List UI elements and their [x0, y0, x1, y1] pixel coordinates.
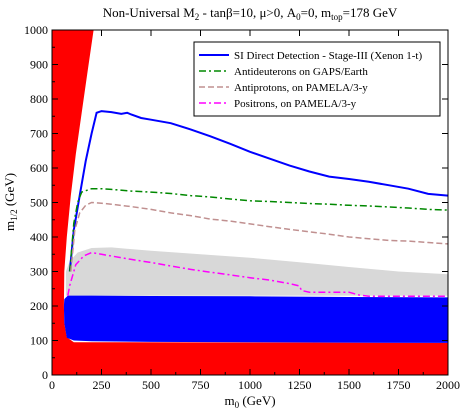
x-tick-label: 250 [93, 378, 111, 392]
series-line-0 [68, 110, 448, 272]
y-tick-label: 900 [30, 58, 48, 72]
x-tick-label: 0 [49, 378, 55, 392]
y-tick-label: 300 [30, 265, 48, 279]
y-tick-label: 100 [30, 334, 48, 348]
x-tick-label: 750 [192, 378, 210, 392]
region-blue-band [63, 295, 448, 343]
legend-label-1: Antideuterons on GAPS/Earth [234, 66, 368, 78]
legend-box [193, 41, 441, 117]
x-tick-label: 500 [142, 378, 160, 392]
y-tick-label: 0 [42, 368, 48, 382]
y-tick-label: 600 [30, 161, 48, 175]
series-line-3 [67, 251, 448, 298]
y-tick-label: 700 [30, 127, 48, 141]
x-tick-label: 2000 [436, 378, 460, 392]
x-tick-label: 1500 [337, 378, 361, 392]
lines-layer [67, 110, 448, 298]
y-tick-label: 400 [30, 230, 48, 244]
series-line-2 [70, 201, 448, 272]
legend-label-0: SI Direct Detection - Stage-III (Xenon 1… [234, 50, 422, 62]
y-tick-label: 500 [30, 196, 48, 210]
legend-label-3: Positrons, on PAMELA/3-y [234, 98, 357, 110]
y-axis-title: m1/2 (GeV) [2, 173, 19, 231]
x-tick-label: 1000 [238, 378, 262, 392]
legend: SI Direct Detection - Stage-III (Xenon 1… [193, 41, 441, 117]
y-tick-label: 800 [30, 92, 48, 106]
chart-title: Non-Universal M2 - tanβ=10, μ>0, A0=0, m… [103, 5, 398, 22]
ticks-layer: 0 250 500 750 1000 1250 1500 1750 2000 0 100 200 300… [24, 23, 460, 392]
regions-layer [52, 30, 448, 375]
legend-items: SI Direct Detection - Stage-III (Xenon 1… [199, 50, 422, 110]
x-tick-label: 1750 [387, 378, 411, 392]
series-line-1 [69, 187, 448, 272]
region-gray-band [65, 247, 448, 296]
x-axis-title: m0 (GeV) [224, 393, 275, 410]
y-tick-label: 1000 [24, 23, 48, 37]
y-tick-label: 200 [30, 299, 48, 313]
x-tick-label: 1250 [288, 378, 312, 392]
legend-label-2: Antiprotons, on PAMELA/3-y [234, 82, 368, 94]
